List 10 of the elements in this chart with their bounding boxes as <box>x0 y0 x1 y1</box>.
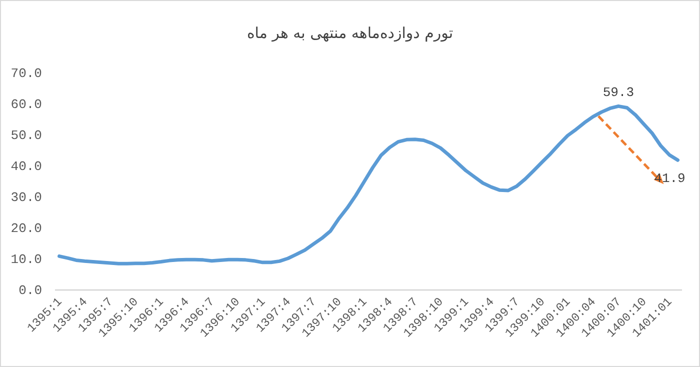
y-tick-label: 70.0 <box>10 66 42 81</box>
data-label: 59.3 <box>602 85 634 100</box>
y-tick-label: 50.0 <box>10 128 42 143</box>
y-tick-label: 20.0 <box>10 221 42 236</box>
y-tick-label: 60.0 <box>10 97 42 112</box>
y-tick-label: 0.0 <box>18 283 42 298</box>
y-tick-label: 30.0 <box>10 190 42 205</box>
y-tick-label: 40.0 <box>10 159 42 174</box>
y-tick-label: 10.0 <box>10 252 42 267</box>
chart-title: تورم دوازده‌ماهه منتهی به هر ماه <box>246 24 454 42</box>
